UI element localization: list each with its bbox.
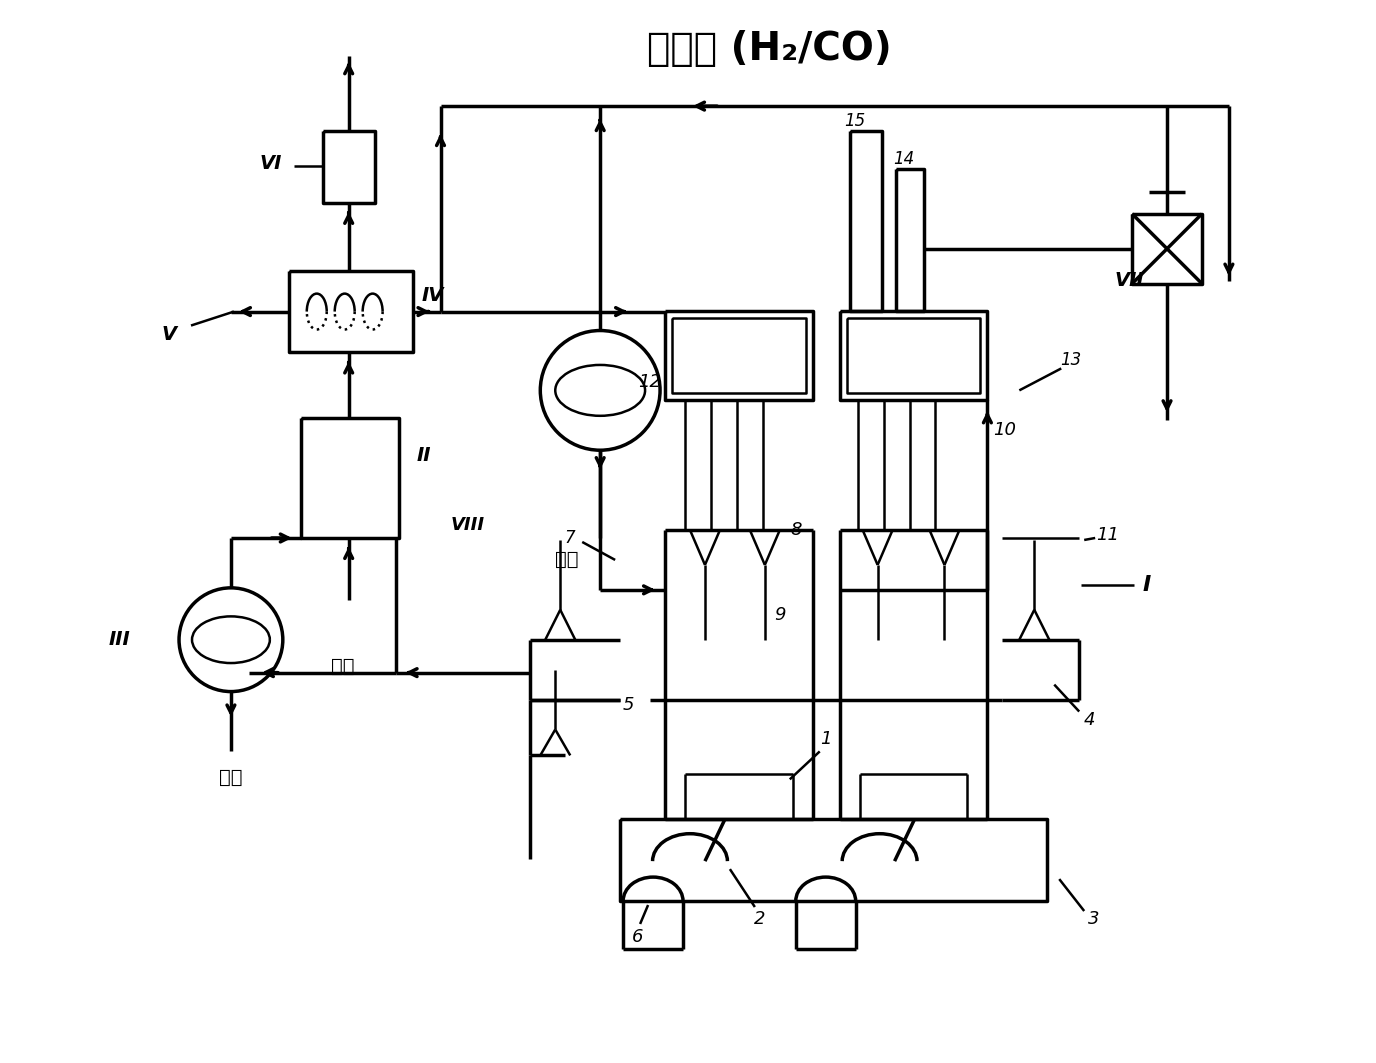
Text: 2: 2 (754, 910, 765, 928)
Text: 15: 15 (843, 112, 866, 130)
Text: 11: 11 (1095, 526, 1119, 544)
Text: V: V (161, 325, 176, 344)
Text: 6: 6 (633, 928, 644, 946)
Text: VII: VII (1115, 271, 1143, 290)
Text: 4: 4 (1083, 710, 1095, 728)
Text: 7: 7 (566, 529, 575, 547)
Text: 废气: 废气 (332, 657, 355, 676)
Text: 9: 9 (775, 606, 786, 624)
Text: I: I (1143, 575, 1152, 595)
Text: 13: 13 (1061, 352, 1082, 370)
Text: 8: 8 (790, 521, 802, 539)
Text: 1: 1 (820, 730, 831, 748)
Text: VIII: VIII (450, 516, 484, 534)
Text: 10: 10 (993, 421, 1015, 439)
Text: III: III (109, 630, 129, 649)
Text: 12: 12 (638, 373, 662, 391)
Text: 甲醇: 甲醇 (219, 767, 242, 787)
Text: 柴油: 柴油 (556, 551, 579, 570)
Text: 5: 5 (622, 695, 634, 713)
Text: IV: IV (421, 286, 443, 305)
Text: II: II (417, 445, 431, 465)
Text: VI: VI (260, 154, 282, 173)
Text: 14: 14 (893, 150, 914, 168)
Text: 合成气 (H₂/CO): 合成气 (H₂/CO) (648, 30, 892, 68)
Text: 3: 3 (1088, 910, 1099, 928)
